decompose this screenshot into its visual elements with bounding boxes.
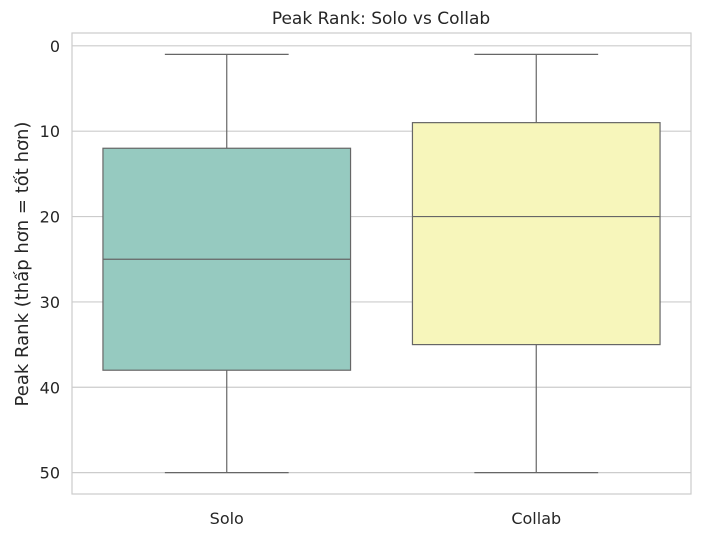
y-tick-label: 20 (40, 208, 60, 227)
box-series (102, 53, 661, 474)
x-tick-label: Collab (511, 509, 561, 528)
box-iqr (411, 122, 661, 346)
box-solo (102, 53, 352, 474)
box-collab (411, 53, 661, 474)
chart-title: Peak Rank: Solo vs Collab (272, 9, 490, 29)
y-axis-ticks: 0 10 20 30 40 50 (40, 37, 60, 483)
y-tick-label: 10 (40, 122, 60, 141)
plot-frame (71, 32, 692, 495)
x-tick-label: Solo (210, 509, 244, 528)
x-axis-ticks: Solo Collab (210, 509, 562, 528)
y-tick-label: 0 (50, 37, 60, 56)
y-tick-label: 50 (40, 464, 60, 483)
y-axis-label: Peak Rank (thấp hơn = tốt hơn) (12, 122, 33, 407)
y-tick-label: 30 (40, 293, 60, 312)
y-tick-label: 40 (40, 378, 60, 397)
